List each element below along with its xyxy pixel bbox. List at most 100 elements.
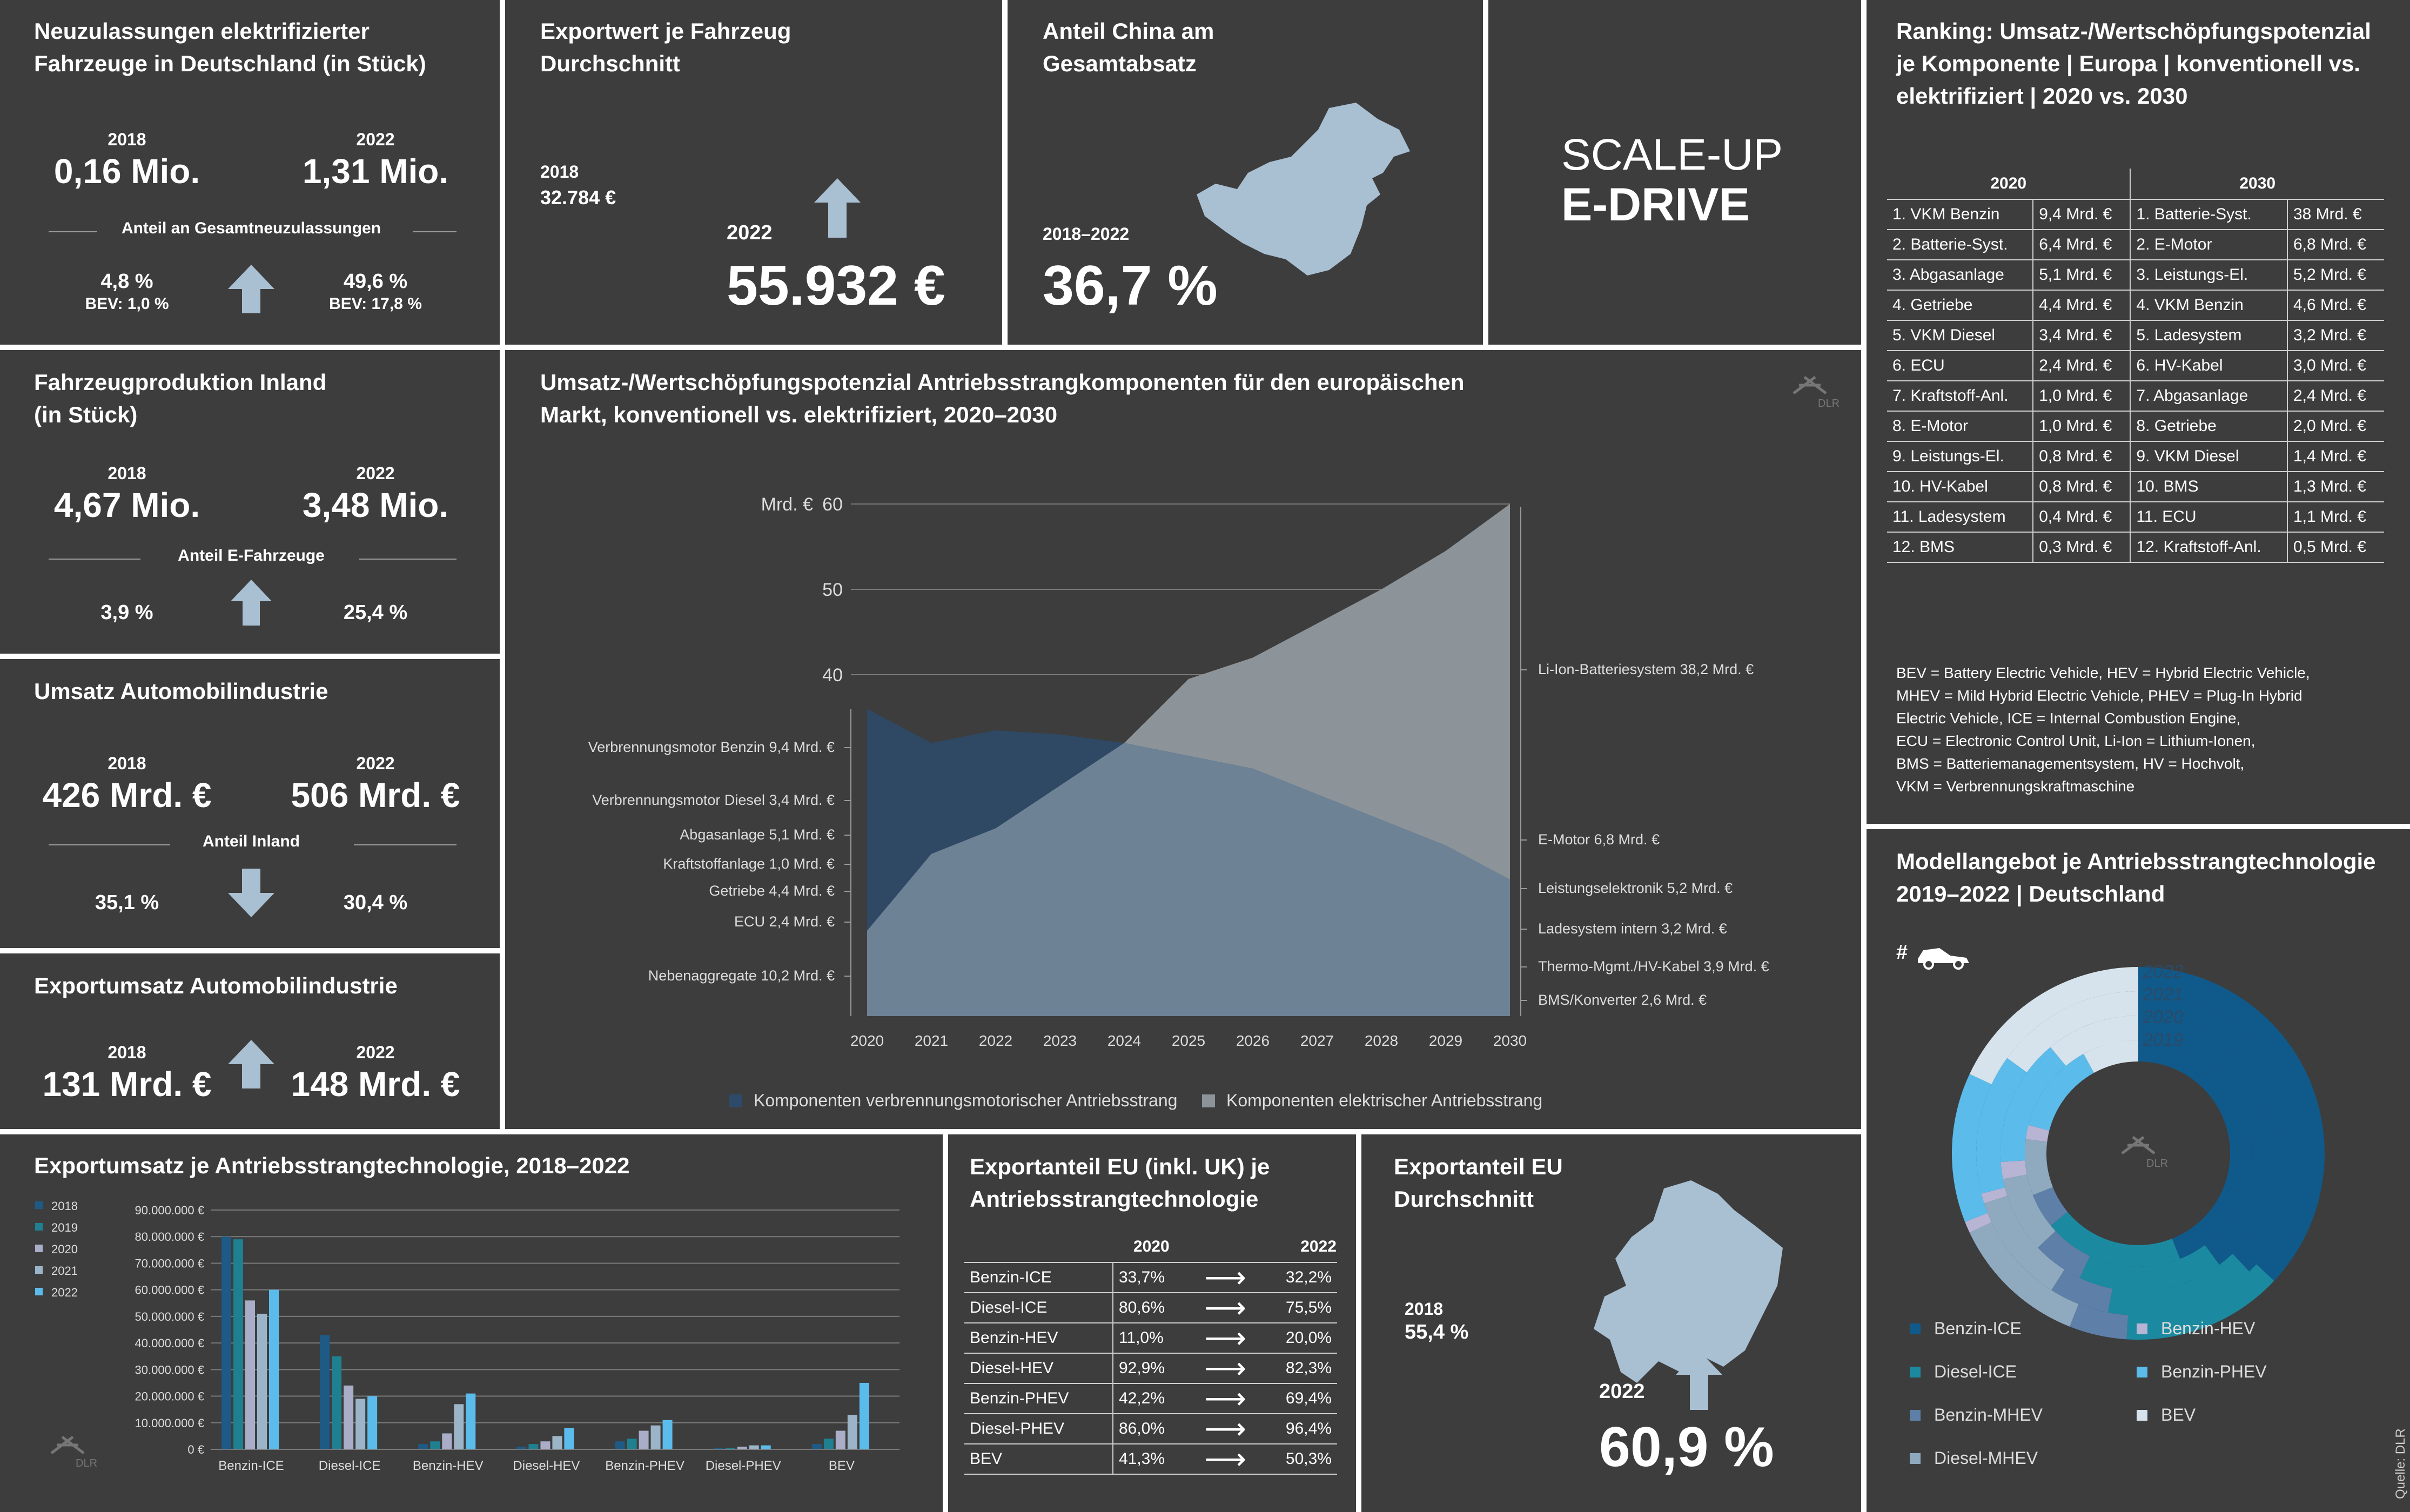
panel-title: Neuzulassungen elektrifizierter Fahrzeug… <box>34 18 426 76</box>
year-right: 2022 <box>356 130 395 149</box>
donut-slice <box>1976 1058 2027 1194</box>
legend-swatch <box>35 1266 43 1274</box>
table-row: Diesel-ICE 80,6% ⟶ 75,5% <box>964 1293 1337 1323</box>
value-right: 1,31 Mio. <box>302 152 449 191</box>
value-left: 4,67 Mio. <box>53 486 200 525</box>
rank-2020-component: 8. E-Motor <box>1887 411 2033 442</box>
legend-swatch-electric <box>1202 1094 1215 1107</box>
table-row: Benzin-HEV 11,0% ⟶ 20,0% <box>964 1323 1337 1354</box>
y-tick-label: 60.000.000 € <box>135 1283 204 1297</box>
panel-ranking: Ranking: Umsatz-/Wertschöpfungspotenzial… <box>1867 0 2410 824</box>
donut-slice <box>2000 1160 2027 1179</box>
donut-slice <box>2138 1040 2252 1259</box>
share-2020: 42,2% <box>1112 1383 1190 1414</box>
panel-title: Exportwert je Fahrzeug Durchschnitt <box>540 18 791 76</box>
donut-slice <box>2050 1016 2138 1066</box>
year-right: 2022 <box>356 754 395 773</box>
bar <box>320 1335 330 1449</box>
bar <box>615 1441 625 1449</box>
share-2020: 80,6% <box>1112 1293 1190 1323</box>
rank-2020-value: 0,8 Mrd. € <box>2032 441 2131 472</box>
left-component-label: Abgasanlage 5,1 Mrd. € <box>680 826 835 843</box>
share-2022: 82,3% <box>1260 1353 1337 1384</box>
arrow-right-icon: ⟶ <box>1190 1262 1261 1293</box>
rank-2030-value: 38 Mrd. € <box>2286 199 2384 230</box>
donut-slice <box>1965 1213 1992 1233</box>
table-row: 3. Abgasanlage 5,1 Mrd. €3. Leistungs-El.… <box>1887 260 2384 291</box>
x-tick-label: Benzin-PHEV <box>605 1459 684 1473</box>
bar <box>344 1385 354 1449</box>
car-wheel <box>1923 959 1934 970</box>
rank-2030-value: 6,8 Mrd. € <box>2286 230 2384 260</box>
left-component-label: ECU 2,4 Mrd. € <box>734 913 835 930</box>
col-2020: 2020 <box>1887 169 2131 200</box>
donut-slice <box>2138 991 2300 1272</box>
rank-2020-component: 5. VKM Diesel <box>1887 320 2033 351</box>
bar <box>811 1444 822 1449</box>
x-tick-label: Benzin-HEV <box>413 1459 484 1473</box>
europe-map-icon <box>1594 1180 1783 1383</box>
dlr-logo-text: DLR <box>2146 1158 2168 1170</box>
bar <box>639 1430 649 1449</box>
rank-2020-component: 7. Kraftstoff-Anl. <box>1887 381 2033 412</box>
value-right: 55.932 € <box>727 254 945 317</box>
bar <box>466 1393 476 1449</box>
value-right: 506 Mrd. € <box>291 776 460 815</box>
y-unit-label: Mrd. € <box>761 494 813 515</box>
bar <box>442 1433 452 1449</box>
bar <box>221 1237 231 1449</box>
ring-year-label: 2019 <box>2142 1030 2184 1050</box>
donut-slice <box>2126 1264 2274 1340</box>
bar <box>528 1444 539 1449</box>
dlr-logo-icon: DLR <box>50 1436 97 1469</box>
year-right: 2022 <box>356 1043 395 1062</box>
year-left: 2018 <box>108 130 146 149</box>
glossary: BEV = Battery Electric Vehicle, HEV = Hy… <box>1896 662 2310 798</box>
legend-swatch <box>1910 1410 1921 1421</box>
share-left-bev: BEV: 1,0 % <box>85 295 169 313</box>
y-tick-label: 50 <box>822 580 843 600</box>
x-tick-label: 2023 <box>1043 1032 1077 1049</box>
value-left: 131 Mrd. € <box>42 1065 212 1104</box>
rank-2030-value: 2,0 Mrd. € <box>2286 411 2384 442</box>
share-2020: 11,0% <box>1112 1323 1190 1354</box>
right-component-label: Leistungselektronik 5,2 Mrd. € <box>1538 880 1733 896</box>
dlr-logo-text: DLR <box>1818 398 1840 409</box>
legend-swatch <box>2137 1410 2147 1421</box>
y-tick-label: 30.000.000 € <box>135 1363 204 1376</box>
bar <box>233 1239 243 1449</box>
rank-2030-value: 1,3 Mrd. € <box>2286 472 2384 502</box>
glossary-line: BEV = Battery Electric Vehicle, HEV = Hy… <box>1896 664 2310 681</box>
table-row: 5. VKM Diesel 3,4 Mrd. €5. Ladesystem 3,2 … <box>1887 320 2384 351</box>
rank-2030-value: 3,2 Mrd. € <box>2286 320 2384 351</box>
bar <box>737 1447 747 1449</box>
table-row: Benzin-ICE 33,7% ⟶ 32,2% <box>964 1262 1337 1293</box>
panel-title: Exportanteil EU (inkl. UK) je Antriebsst… <box>970 1154 1270 1212</box>
rank-2030-component: 11. ECU <box>2130 502 2287 533</box>
legend-label: Benzin-ICE <box>1934 1319 2022 1338</box>
donut-slice <box>2028 1053 2095 1131</box>
donut-slice <box>2025 1139 2053 1195</box>
share-left: 3,9 % <box>100 601 153 624</box>
bar <box>367 1396 378 1449</box>
bar <box>713 1448 723 1449</box>
arrow-right-icon: ⟶ <box>1190 1293 1261 1323</box>
x-tick-label: BEV <box>829 1459 855 1473</box>
y-tick-label: 90.000.000 € <box>135 1204 204 1217</box>
legend-label: 2019 <box>51 1221 78 1234</box>
bar <box>257 1313 267 1449</box>
share-2022: 50,3% <box>1260 1444 1337 1475</box>
panel-revenue: Umsatz Automobilindustrie 2018 426 Mrd. … <box>0 659 500 948</box>
bar <box>725 1448 735 1449</box>
technology: Benzin-HEV <box>964 1323 1113 1354</box>
share-2022: 69,4% <box>1260 1383 1337 1414</box>
logo-line2: E-DRIVE <box>1561 179 1750 231</box>
rank-2030-component: 1. Batterie-Syst. <box>2130 199 2287 230</box>
legend-label: Diesel-ICE <box>1934 1362 2017 1381</box>
donut-slice <box>1969 1222 2079 1327</box>
donut-slice <box>2079 1245 2219 1291</box>
panel-donut: Modellangebot je Antriebsstrangtechnolog… <box>1867 829 2410 1512</box>
donut-slice <box>1981 1187 2008 1204</box>
x-tick-label: 2028 <box>1365 1032 1398 1049</box>
dlr-logo-mark <box>1793 376 1827 394</box>
